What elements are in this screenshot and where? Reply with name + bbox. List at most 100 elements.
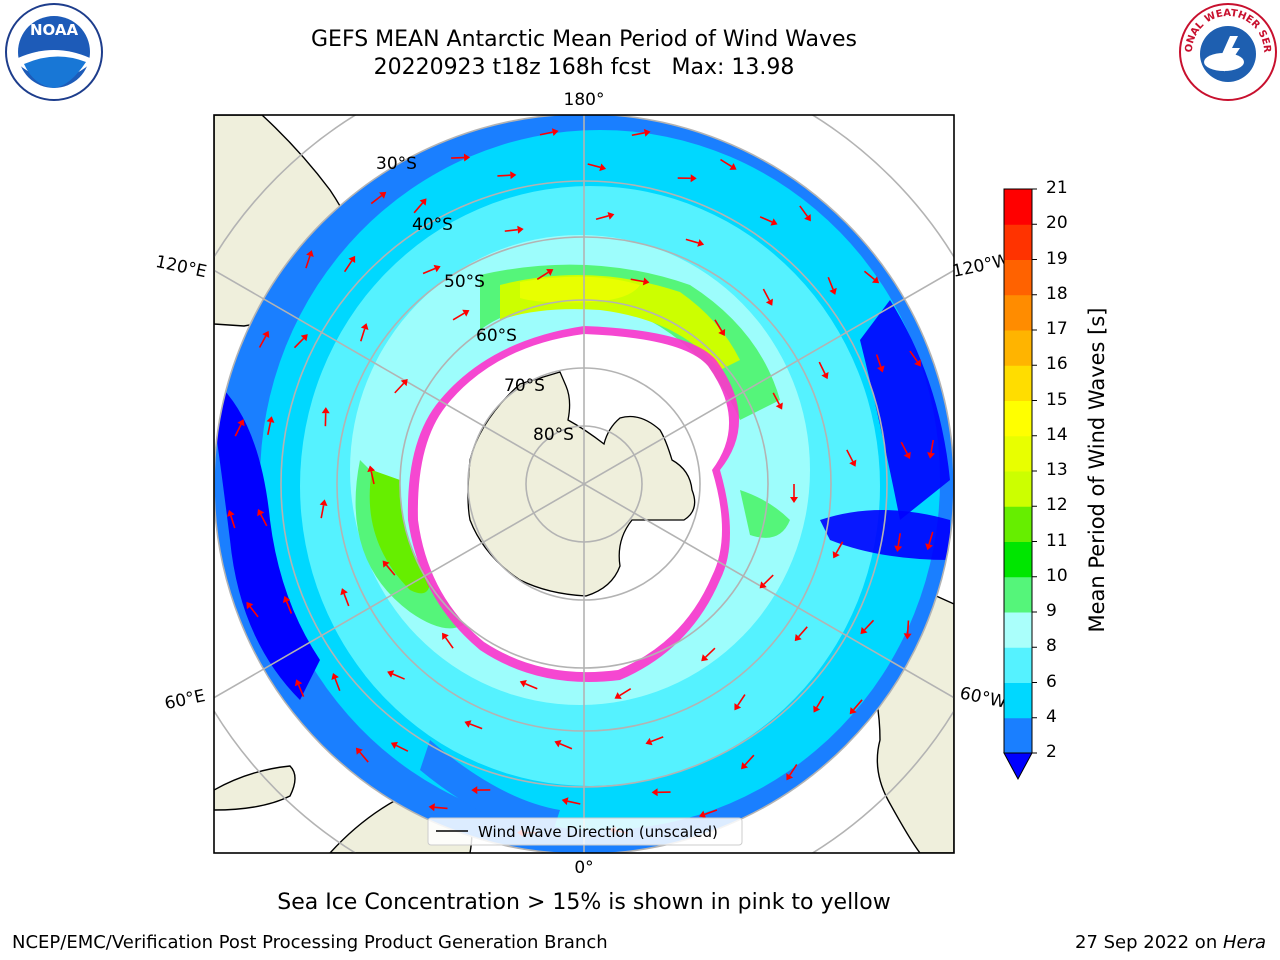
lon-label-0: 0°	[574, 858, 593, 878]
wave-arrow-head	[860, 626, 868, 635]
wave-arrow-shaft	[619, 688, 632, 697]
wave-arrow-head	[355, 747, 363, 755]
lat-label-60s: 60°S	[476, 326, 517, 346]
wave-arrow-head	[433, 264, 441, 273]
wave-arrow-shaft	[720, 158, 732, 168]
wave-arrow-head	[607, 211, 615, 220]
wave-arrow-shaft	[897, 533, 901, 547]
colorbar-tick-label: 18	[1046, 283, 1068, 304]
wave-arrow-head	[390, 741, 398, 750]
colorbar-tick-label: 14	[1046, 424, 1068, 445]
wave-arrow-shaft	[297, 684, 305, 698]
wave-arrow-shaft	[343, 593, 350, 607]
wave-arrow-head	[697, 239, 705, 247]
wave-arrow-head	[510, 171, 517, 180]
colorbar-segment	[1004, 224, 1032, 260]
wave-arrow-head	[770, 218, 778, 226]
wave-arrow-head	[519, 680, 527, 688]
colorbar-segment	[1004, 294, 1032, 331]
wave-arrow-head	[614, 692, 622, 699]
wave-arrow-head	[382, 560, 390, 568]
wave-arrow-head	[794, 633, 802, 642]
colorbar	[1003, 188, 1037, 781]
wave-arrow-head	[599, 163, 607, 172]
colorbar-tick-label: 20	[1046, 213, 1068, 234]
wave-arrow-head	[554, 740, 562, 748]
wave-arrow-head	[442, 632, 449, 640]
map-frame	[213, 114, 955, 854]
wave-arrow-shaft	[334, 678, 341, 692]
wave-arrow-head	[804, 214, 811, 222]
wave-arrow-head	[321, 407, 330, 414]
wave-arrow-shaft	[413, 202, 424, 214]
wave-arrow-head	[775, 402, 783, 410]
footer-credit: NCEP/EMC/Verification Post Processing Pr…	[12, 932, 608, 953]
lat-label-50s: 50°S	[444, 272, 485, 292]
wave-arrow-head	[428, 803, 435, 812]
wave-arrow-head	[813, 705, 821, 713]
wave-arrow-shaft	[385, 564, 396, 576]
wave-arrow-shaft	[444, 637, 454, 649]
wave-arrow-shaft	[816, 695, 825, 708]
wave-arrow-head	[551, 128, 559, 137]
wave-arrow-shaft	[798, 626, 808, 638]
footer-date: 27 Sep 2022 on Hera	[1075, 932, 1266, 953]
wave-arrow-head	[227, 509, 235, 517]
wave-arrow-shaft	[392, 673, 405, 680]
colorbar-segment	[1004, 612, 1032, 648]
lat-label-80s: 80°S	[533, 425, 574, 445]
wave-arrow-shaft	[759, 216, 773, 223]
colorbar-segment	[1004, 189, 1032, 225]
colorbar-segment	[1004, 682, 1032, 719]
wave-arrow-shaft	[370, 471, 375, 485]
colorbar-tick-label: 11	[1046, 530, 1068, 551]
wave-arrow-head	[790, 497, 798, 503]
wave-arrow-head	[266, 416, 275, 423]
wave-arrow-shaft	[737, 694, 746, 706]
colorbar-tick-label: 19	[1046, 248, 1068, 269]
colorbar-tick-label: 17	[1046, 319, 1068, 339]
wave-arrow-head	[759, 581, 767, 589]
colorbar-tick-label: 6	[1046, 671, 1057, 692]
wave-arrow-head	[387, 670, 395, 678]
wave-arrow-head	[331, 672, 339, 680]
wave-arrow-shaft	[260, 513, 268, 527]
wave-arrow-head	[379, 191, 387, 199]
wave-arrow-shaft	[359, 328, 366, 342]
wave-arrow-shaft	[395, 744, 409, 752]
colorbar-title: Mean Period of Wind Waves [s]	[1085, 307, 1109, 633]
colorbar-segment	[1004, 717, 1032, 754]
wave-arrow-head	[642, 277, 650, 286]
wave-arrow-shaft	[359, 751, 369, 763]
wave-arrow-head	[471, 786, 478, 795]
wave-arrow-head	[419, 198, 427, 206]
footer-host: Hera	[1222, 932, 1266, 953]
legend-label: Wind Wave Direction (unscaled)	[478, 823, 718, 841]
wave-arrow-shaft	[631, 132, 645, 137]
wave-arrow-head	[699, 810, 707, 819]
colorbar-tick-label: 12	[1046, 495, 1068, 516]
colorbar-tick-label: 15	[1046, 389, 1068, 410]
wave-arrow-shaft	[846, 449, 854, 462]
wave-arrow-head	[894, 545, 903, 552]
wave-arrow-shaft	[230, 515, 236, 529]
colorbar-segment	[1004, 647, 1032, 683]
wave-arrow-head	[829, 287, 837, 295]
colorbar-segment	[1004, 435, 1032, 472]
wave-arrow-head	[729, 163, 737, 170]
wave-arrow-shaft	[818, 361, 826, 375]
wave-arrow-head	[340, 588, 348, 596]
colorbar-tick-label: 8	[1046, 636, 1057, 657]
wave-arrow-head	[300, 334, 308, 342]
wave-arrow-head	[645, 737, 653, 746]
wave-arrow-shaft	[875, 354, 882, 368]
wave-arrow-shaft	[343, 260, 353, 273]
wave-arrow-shaft	[539, 131, 553, 136]
wave-arrow-shaft	[772, 392, 780, 405]
wave-arrow-head	[246, 601, 254, 610]
wave-arrow-shaft	[704, 809, 718, 816]
wave-arrow-head	[282, 595, 291, 603]
colorbar-segment	[1004, 506, 1032, 542]
footer-date-text: 27 Sep 2022 on	[1075, 932, 1223, 953]
